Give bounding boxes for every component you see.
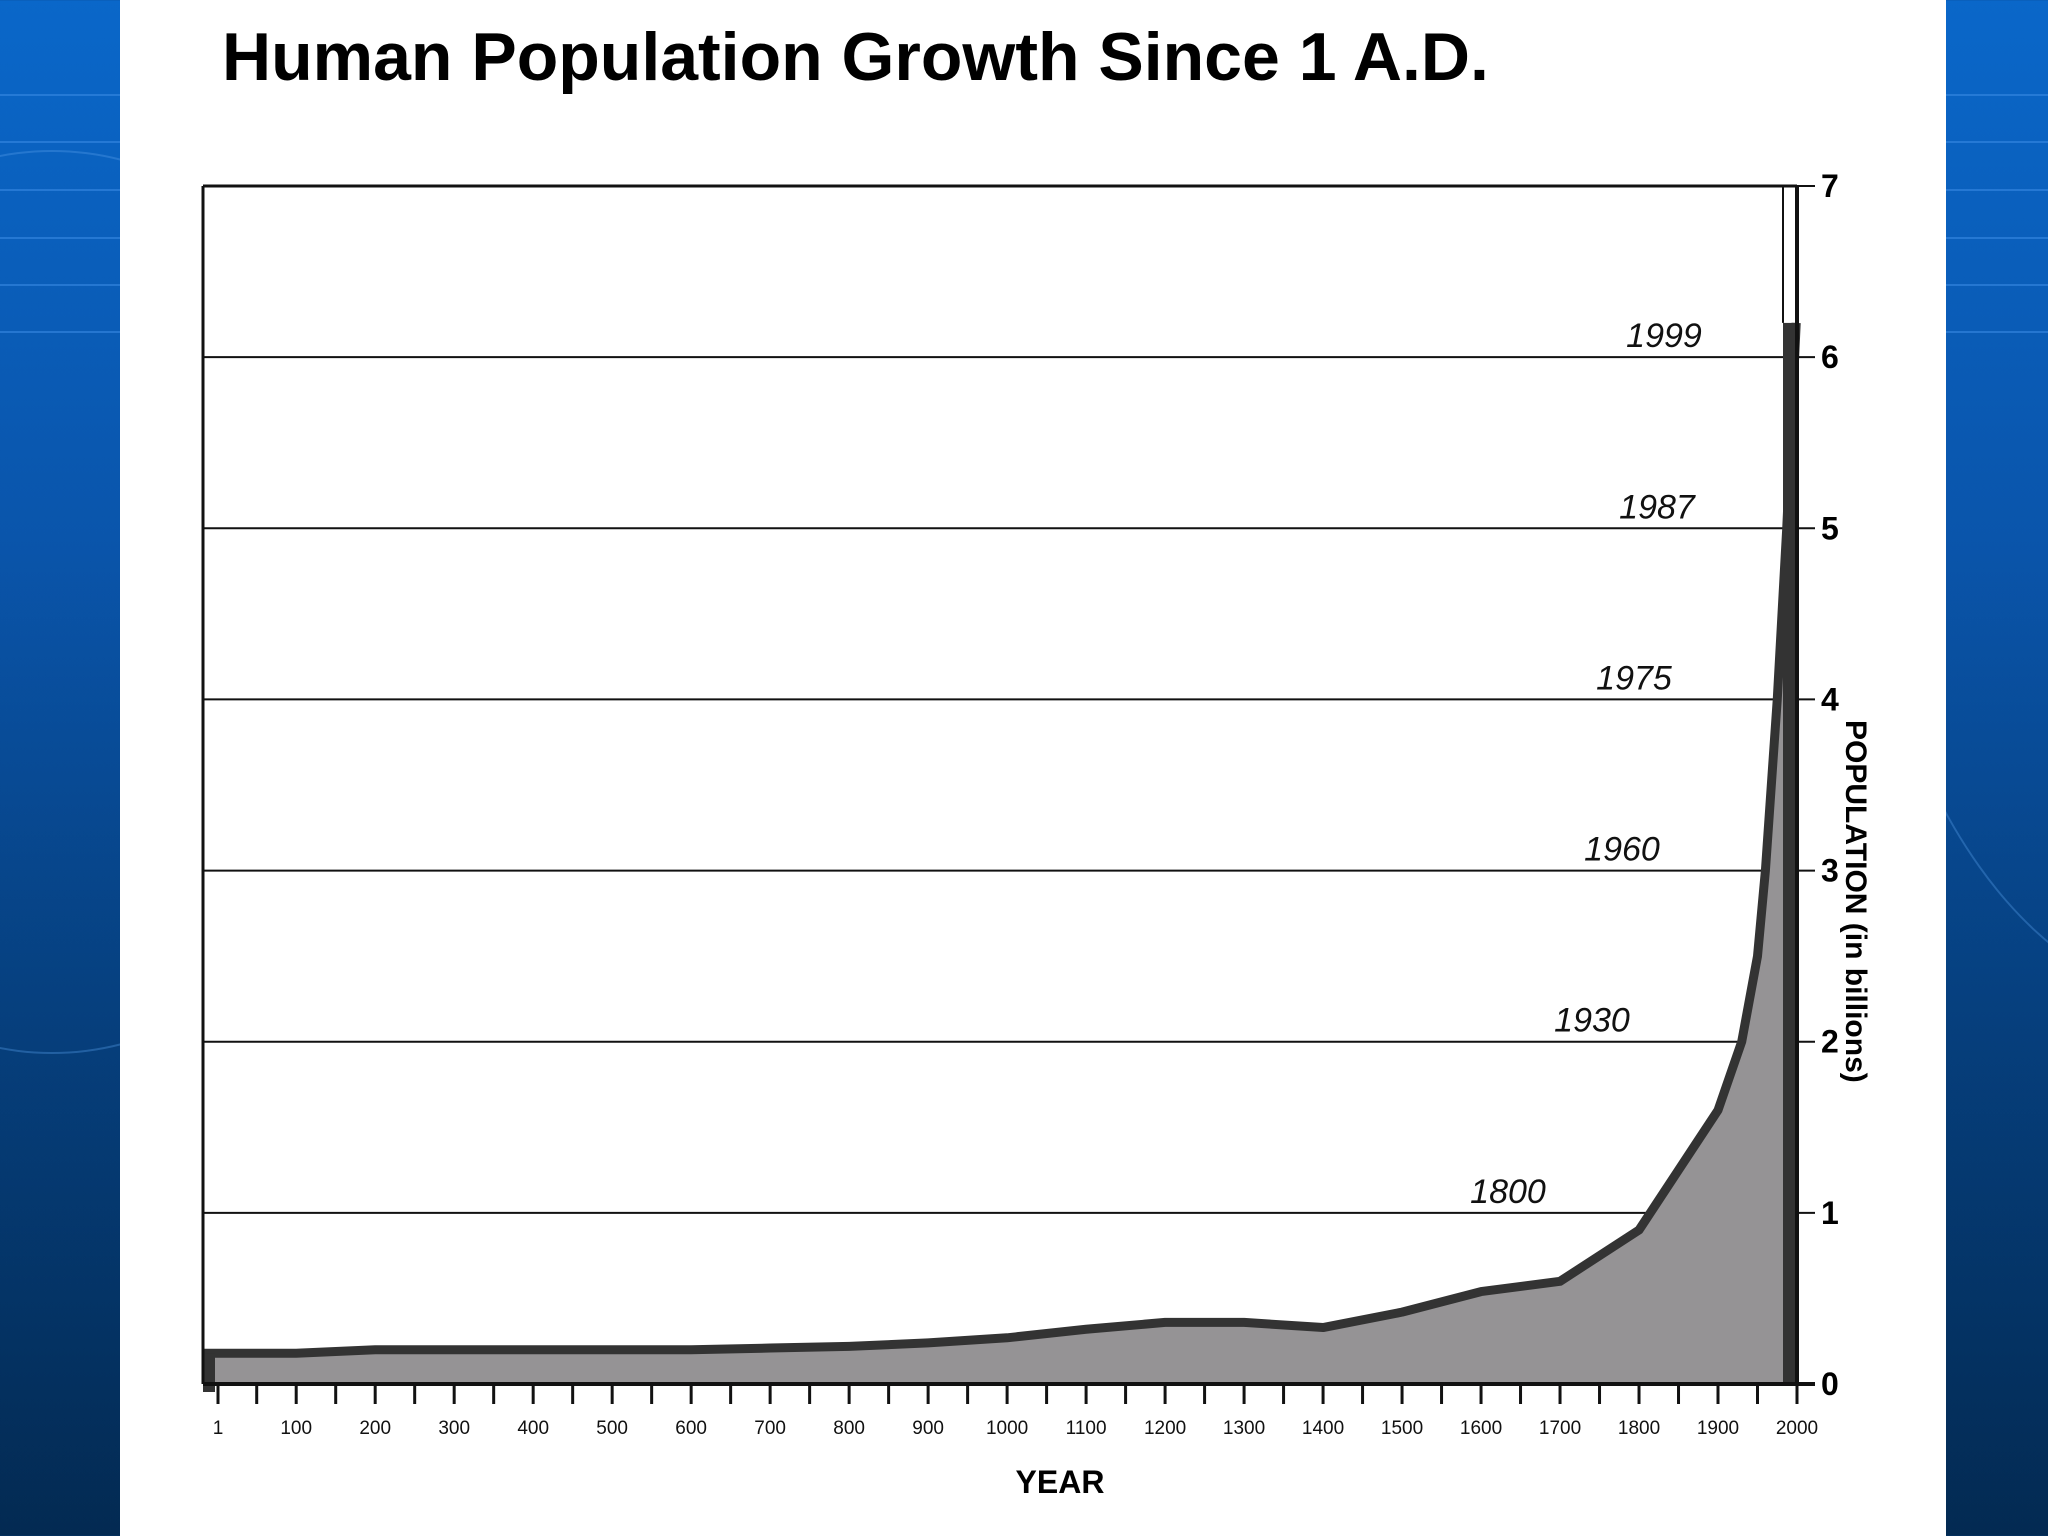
x-tick-label: 1800 <box>1618 1418 1660 1439</box>
x-tick-label: 1100 <box>1066 1418 1107 1439</box>
x-tick-label: 1900 <box>1697 1418 1739 1439</box>
x-tick-label: 1700 <box>1539 1418 1581 1439</box>
year-annotation: 1930 <box>1554 1002 1630 1040</box>
x-tick-label: 900 <box>912 1418 944 1439</box>
year-annotation: 1960 <box>1584 831 1660 869</box>
y-tick-label: 0 <box>1821 1366 1839 1402</box>
x-tick-label: 600 <box>675 1418 707 1439</box>
x-tick-label: 1600 <box>1460 1418 1502 1439</box>
x-tick-label: 100 <box>280 1418 312 1439</box>
year-annotation: 1800 <box>1470 1173 1546 1211</box>
y-tick-label: 2 <box>1821 1024 1839 1060</box>
year-annotation: 1987 <box>1619 488 1696 526</box>
year-annotation: 1975 <box>1596 659 1672 697</box>
x-tick-label: 700 <box>754 1418 786 1439</box>
y-tick-label: 3 <box>1821 853 1839 889</box>
x-axis-label: YEAR <box>1015 1464 1105 1500</box>
x-tick-label: 400 <box>517 1418 549 1439</box>
y-tick-label: 5 <box>1821 510 1839 546</box>
start-bar <box>203 1353 215 1392</box>
y-tick-label: 1 <box>1821 1195 1839 1231</box>
y-tick-label: 4 <box>1821 681 1839 717</box>
x-tick-label: 1400 <box>1302 1418 1344 1439</box>
x-tick-label: 300 <box>438 1418 470 1439</box>
population-area <box>203 322 1797 1384</box>
x-tick-label: 1300 <box>1223 1418 1265 1439</box>
year-annotation: 1999 <box>1626 317 1702 355</box>
y-tick-label: 7 <box>1821 168 1839 204</box>
x-tick-label: 1 <box>213 1418 224 1439</box>
x-tick-label: 200 <box>359 1418 391 1439</box>
chart-title: Human Population Growth Since 1 A.D. <box>222 19 1489 95</box>
x-tick-label: 1500 <box>1381 1418 1423 1439</box>
x-tick-label: 800 <box>833 1418 865 1439</box>
x-tick-label: 1000 <box>986 1418 1028 1439</box>
y-tick-label: 6 <box>1821 339 1839 375</box>
x-tick-label: 1200 <box>1144 1418 1186 1439</box>
x-tick-label: 2000 <box>1776 1418 1818 1439</box>
y-axis-label: POPULATION (in billions) <box>1839 720 1872 1083</box>
population-line <box>203 322 1801 1358</box>
x-tick-label: 500 <box>596 1418 628 1439</box>
recent-bar <box>1783 322 1795 1384</box>
